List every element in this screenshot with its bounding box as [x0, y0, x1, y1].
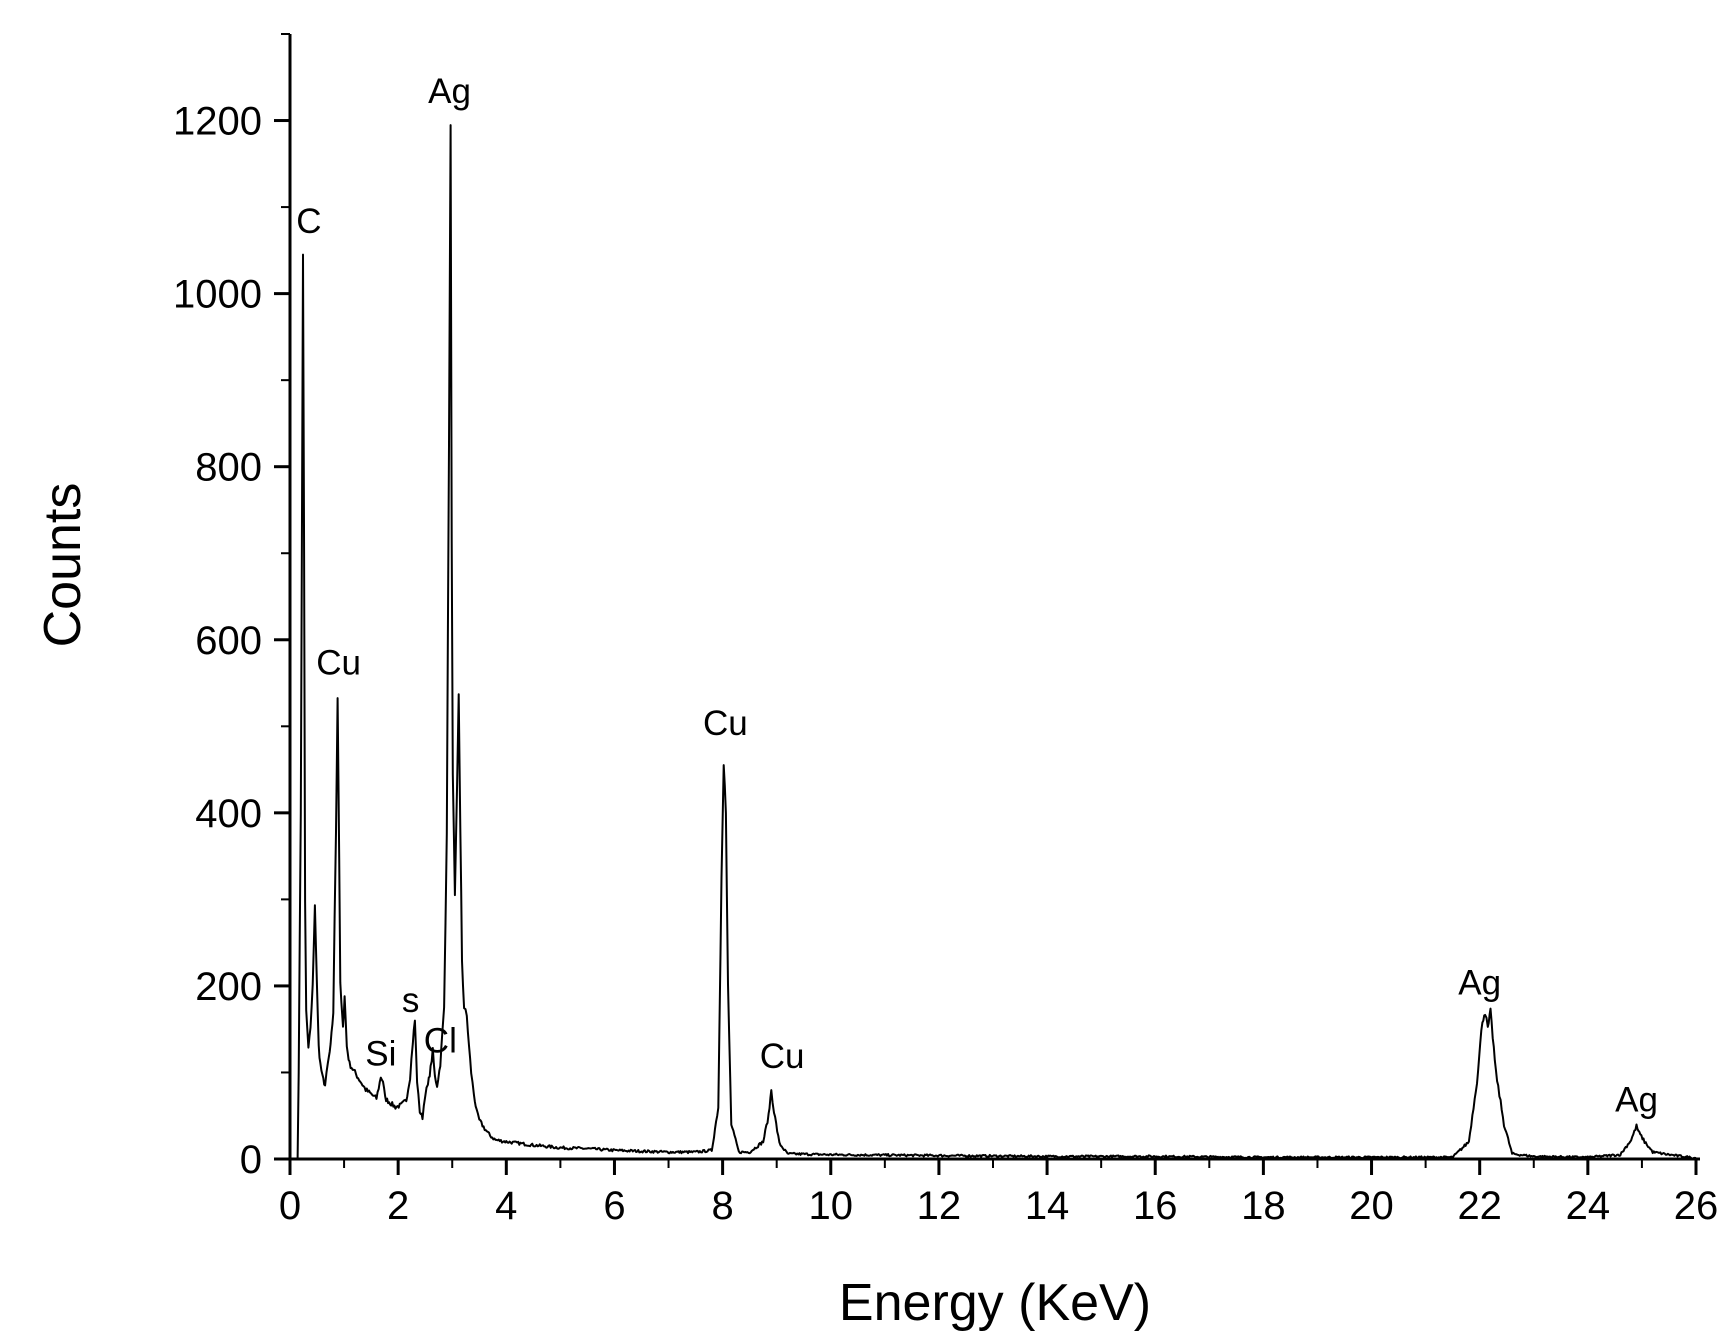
- spectrum-line: [290, 124, 1697, 1160]
- peak-label: s: [402, 981, 420, 1020]
- x-tick-label: 18: [1241, 1184, 1286, 1228]
- x-tick-label: 2: [387, 1184, 409, 1228]
- y-tick-label: 1000: [173, 273, 262, 317]
- y-axis-title: Counts: [34, 483, 92, 648]
- x-tick-label: 12: [917, 1184, 962, 1228]
- y-tick-label: 1200: [173, 100, 262, 144]
- x-tick-label: 10: [809, 1184, 854, 1228]
- x-tick-label: 20: [1349, 1184, 1394, 1228]
- peak-label: Ag: [1458, 964, 1501, 1003]
- y-tick-label: 600: [195, 619, 262, 663]
- y-tick-label: 400: [195, 792, 262, 836]
- axes: [288, 34, 1700, 1161]
- x-tick-label: 14: [1025, 1184, 1070, 1228]
- y-tick-label: 800: [195, 446, 262, 490]
- peak-label: Cl: [424, 1022, 457, 1061]
- peak-label: Cu: [703, 704, 748, 743]
- x-tick-label: 22: [1457, 1184, 1502, 1228]
- x-tick-label: 26: [1674, 1184, 1719, 1228]
- x-tick-label: 16: [1133, 1184, 1178, 1228]
- x-tick-label: 6: [603, 1184, 625, 1228]
- y-axis-ticks: 0 200 400 600 800 1000 1200: [173, 33, 290, 1182]
- x-tick-label: 0: [279, 1184, 301, 1228]
- x-axis-ticks: 0 2 4 6 8 10 12 14 16 18 20 22 24 26: [279, 1159, 1718, 1228]
- y-tick-label: 200: [195, 965, 262, 1009]
- peak-label: Si: [365, 1035, 396, 1074]
- peak-label: Cu: [316, 643, 361, 682]
- y-tick-label: 0: [240, 1138, 262, 1182]
- x-tick-label: 8: [711, 1184, 733, 1228]
- peak-label: Ag: [428, 72, 471, 111]
- x-tick-label: 24: [1566, 1184, 1611, 1228]
- peak-label: C: [296, 202, 321, 241]
- x-tick-label: 4: [495, 1184, 517, 1228]
- peak-label: Cu: [760, 1037, 805, 1076]
- peak-label: Ag: [1615, 1080, 1658, 1119]
- x-axis-title: Energy (KeV): [839, 1274, 1151, 1332]
